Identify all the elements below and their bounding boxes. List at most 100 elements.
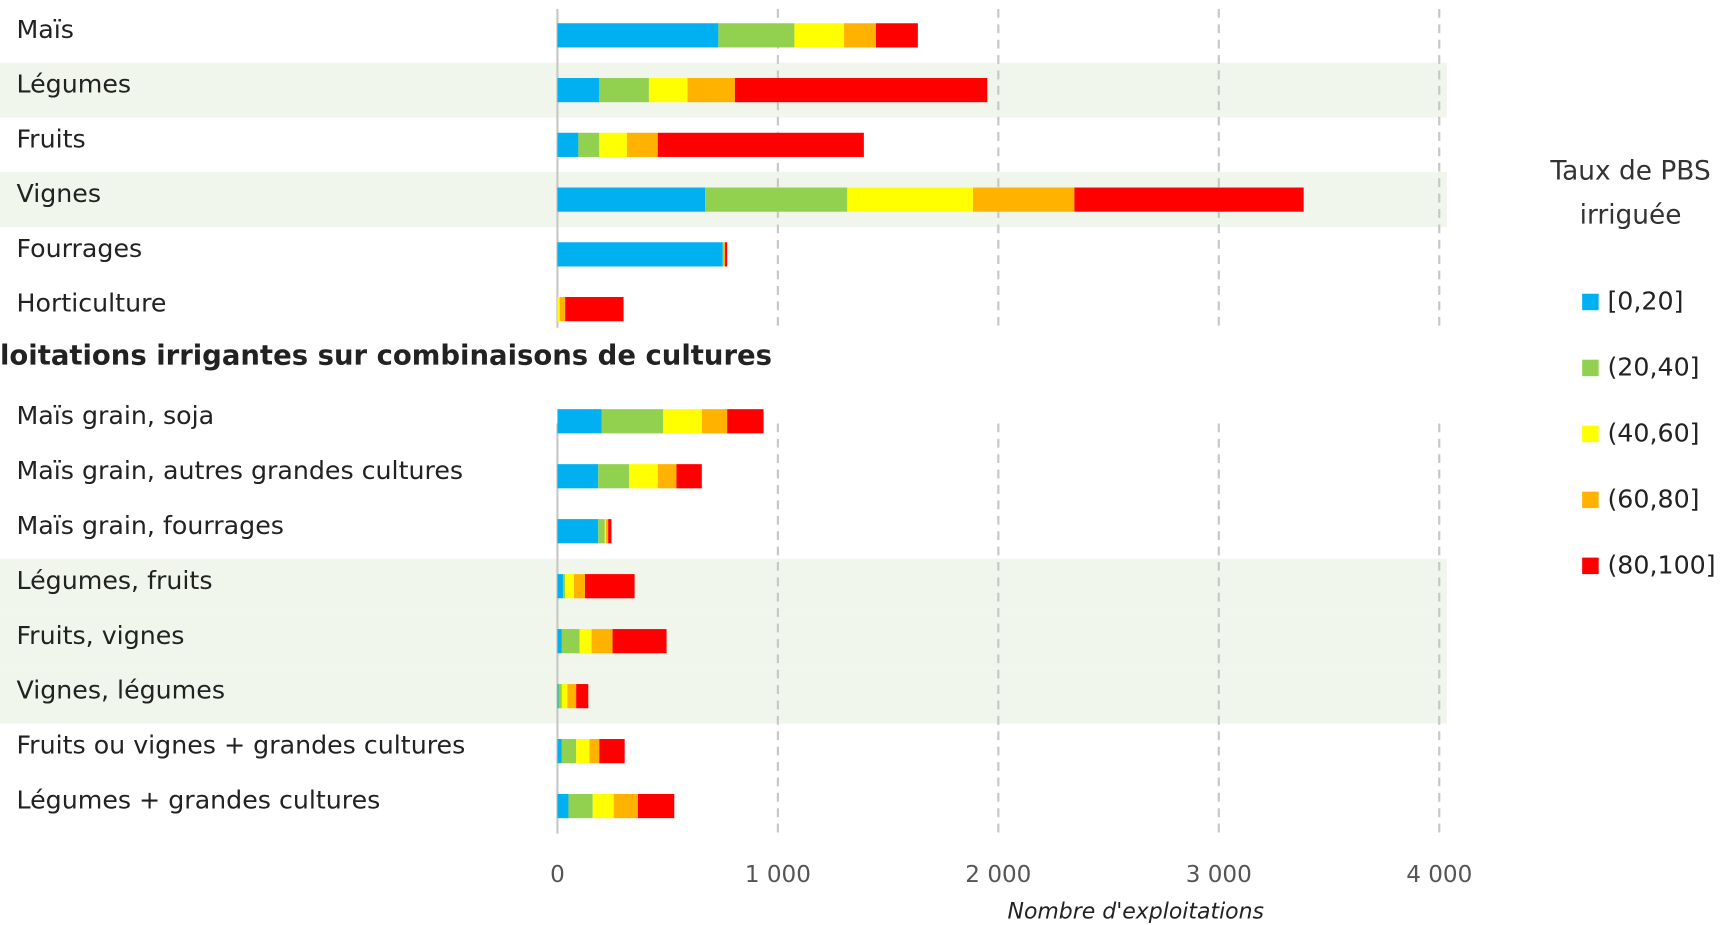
- y-tick-label: Maïs grain, soja: [16, 401, 214, 430]
- bar-segment: [592, 793, 614, 819]
- bar-segment: [613, 793, 638, 819]
- legend-label: (40,60]: [1607, 418, 1699, 447]
- bar-segment: [557, 629, 562, 654]
- bar-segment: [561, 629, 580, 654]
- bar-segment: [701, 409, 728, 434]
- bar-segment: [598, 464, 630, 489]
- legend-swatch: [1582, 425, 1599, 443]
- bar-segment: [591, 629, 613, 654]
- legend-swatch: [1582, 293, 1599, 311]
- legend-swatch: [1582, 557, 1599, 575]
- bar-segment: [629, 464, 658, 489]
- legend-title-box: Taux de PBS irriguée: [1550, 155, 1711, 230]
- bar-segment: [605, 519, 609, 544]
- bar-segment: [875, 23, 918, 48]
- bar-segment: [579, 629, 592, 654]
- y-tick-label: Maïs grain, autres grandes cultures: [16, 456, 463, 485]
- bar-segment: [557, 23, 719, 48]
- bar-segment: [794, 23, 845, 48]
- bar-segment: [573, 574, 585, 599]
- bar-segment: [847, 187, 973, 212]
- bar-segment: [648, 78, 688, 103]
- bar-segment: [557, 409, 602, 434]
- y-tick-label: Vignes, légumes: [16, 676, 225, 705]
- bar-segment: [598, 519, 605, 544]
- x-tick-label: 3 000: [1186, 862, 1252, 888]
- bar-segment: [576, 684, 589, 709]
- bar-segment: [637, 793, 675, 819]
- bar-segment: [626, 132, 658, 157]
- x-tick-label: 1 000: [745, 862, 811, 888]
- row-band: [0, 558, 1447, 614]
- bar-segment: [734, 78, 988, 103]
- row-band: [0, 613, 1447, 669]
- bar-segment: [723, 242, 725, 267]
- y-tick-label: Légumes, fruits: [16, 566, 212, 595]
- bar-segment: [557, 793, 569, 819]
- bar-segment: [561, 739, 577, 764]
- y-tick-label: Légumes + grandes cultures: [16, 786, 380, 815]
- bar-segment: [687, 78, 735, 103]
- bar-segment: [557, 519, 599, 544]
- bar-segment: [657, 132, 864, 157]
- bar-segment: [558, 684, 562, 709]
- bar-segment: [599, 78, 649, 103]
- y-tick-label: Fruits ou vignes + grandes cultures: [16, 731, 465, 760]
- bar-segment: [608, 519, 612, 544]
- bar-segment: [601, 409, 664, 434]
- y-tick-label: Fruits: [16, 124, 85, 153]
- y-tick-label: Maïs grain, fourrages: [16, 511, 283, 540]
- x-tick-label: 4 000: [1406, 862, 1472, 888]
- legend-swatch: [1582, 359, 1599, 377]
- bar-segment: [724, 242, 728, 267]
- bar-segment: [722, 242, 724, 267]
- legend-label: (20,40]: [1607, 352, 1699, 381]
- bar-segment: [557, 78, 600, 103]
- legend-swatch: [1582, 491, 1599, 509]
- bar-segment: [561, 684, 568, 709]
- bar-segment: [578, 132, 600, 157]
- bar-segment: [705, 187, 848, 212]
- y-tick-label: Maïs: [16, 15, 73, 44]
- bar-segment: [559, 297, 566, 322]
- y-tick-label: Horticulture: [16, 289, 166, 318]
- bar-segment: [557, 187, 706, 212]
- bar-segment: [1074, 187, 1304, 212]
- bar-segment: [557, 684, 559, 709]
- bar-segment: [557, 464, 599, 489]
- legend-label: (60,80]: [1607, 484, 1699, 513]
- bar-segment: [557, 297, 560, 322]
- bar-segment: [599, 739, 625, 764]
- bar-segment: [557, 574, 563, 599]
- bar-segment: [676, 464, 702, 489]
- bar-segment: [584, 574, 635, 599]
- bar-segment: [599, 132, 627, 157]
- x-axis-label: Nombre d'exploitations: [1008, 900, 1264, 925]
- x-tick-label: 0: [550, 862, 565, 888]
- section-title: loitations irrigantes sur combinaisons d…: [0, 339, 772, 371]
- bar-segment: [657, 464, 677, 489]
- bar-segment: [562, 574, 566, 599]
- bar-segment: [557, 242, 723, 267]
- y-tick-label: Fourrages: [16, 234, 142, 263]
- bar-segment: [589, 739, 600, 764]
- bar-segment: [565, 574, 574, 599]
- bar-segment: [727, 409, 764, 434]
- bar-segment: [557, 739, 562, 764]
- x-tick-label: 2 000: [965, 862, 1031, 888]
- y-tick-label: Légumes: [16, 70, 131, 99]
- bar-segment: [568, 793, 593, 819]
- bar-segment: [576, 739, 590, 764]
- legend-label: [0,20]: [1607, 287, 1683, 316]
- legend-title: Taux de PBS irriguée: [1550, 155, 1711, 230]
- bar-segment: [972, 187, 1075, 212]
- bar-segment: [663, 409, 702, 434]
- row-band: [0, 668, 1447, 724]
- legend-label: (80,100]: [1607, 550, 1715, 579]
- bar-segment: [718, 23, 795, 48]
- bar-segment: [612, 629, 667, 654]
- bar-segment: [567, 684, 577, 709]
- y-tick-label: Vignes: [16, 179, 101, 208]
- bar-segment: [557, 132, 579, 157]
